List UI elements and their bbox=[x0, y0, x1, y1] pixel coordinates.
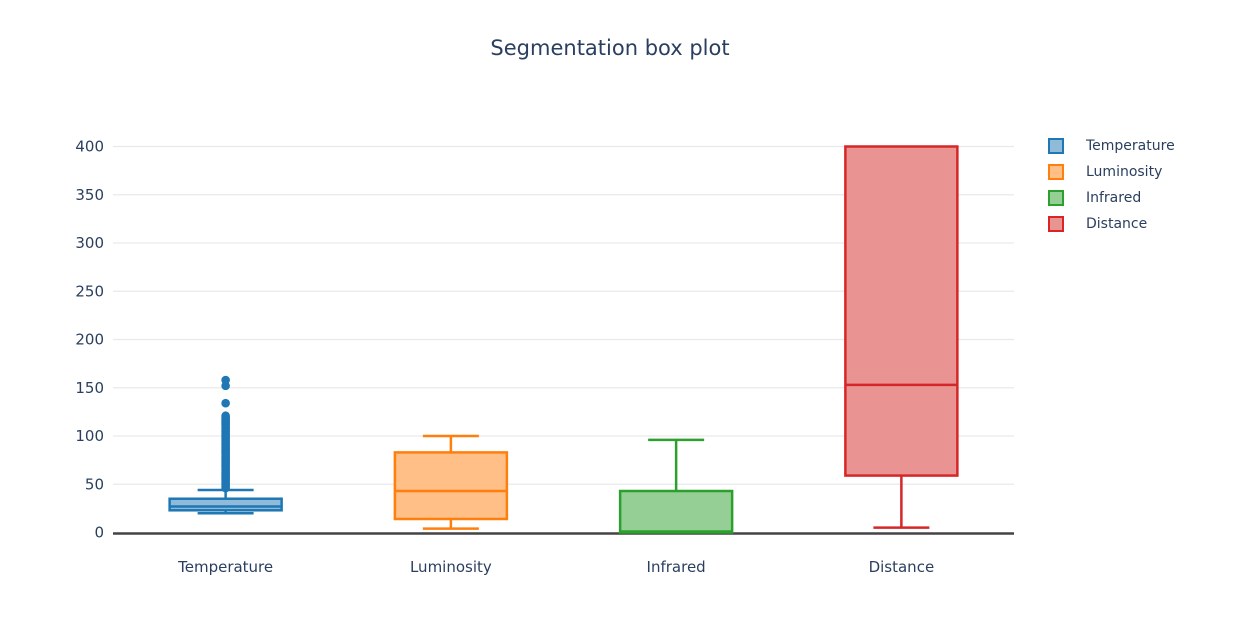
outlier-point[interactable] bbox=[221, 398, 230, 408]
legend-label: Distance bbox=[1086, 216, 1148, 232]
outlier-point[interactable] bbox=[221, 411, 230, 421]
outlier-point[interactable] bbox=[221, 375, 230, 385]
y-tick-label: 100 bbox=[75, 427, 104, 445]
legend-label: Infrared bbox=[1086, 190, 1142, 206]
x-tick-label: Temperature bbox=[177, 558, 273, 576]
y-tick-label: 0 bbox=[94, 524, 104, 542]
y-tick-label: 50 bbox=[85, 475, 104, 493]
legend-swatch-icon bbox=[1048, 190, 1064, 206]
y-tick-label: 400 bbox=[75, 138, 104, 156]
legend-item-temperature[interactable]: Temperature bbox=[1042, 133, 1175, 159]
legend-swatch-icon bbox=[1048, 138, 1064, 154]
legend-item-infrared[interactable]: Infrared bbox=[1042, 185, 1175, 211]
y-tick-label: 350 bbox=[75, 186, 104, 204]
x-tick-label: Infrared bbox=[647, 558, 706, 576]
box-temperature[interactable] bbox=[168, 497, 283, 512]
y-tick-label: 250 bbox=[75, 282, 104, 300]
legend-item-luminosity[interactable]: Luminosity bbox=[1042, 159, 1175, 185]
chart-title: Segmentation box plot bbox=[490, 36, 730, 60]
legend-label: Temperature bbox=[1086, 138, 1175, 154]
legend-swatch-icon bbox=[1048, 216, 1064, 232]
y-tick-label: 200 bbox=[75, 331, 104, 349]
x-tick-label: Distance bbox=[869, 558, 935, 576]
legend-item-distance[interactable]: Distance bbox=[1042, 211, 1175, 237]
legend: Temperature Luminosity Infrared Distance bbox=[1042, 133, 1175, 237]
box-distance[interactable] bbox=[844, 145, 959, 477]
box-infrared[interactable] bbox=[618, 489, 734, 534]
legend-swatch-icon bbox=[1048, 164, 1064, 180]
legend-label: Luminosity bbox=[1086, 164, 1163, 180]
x-tick-label: Luminosity bbox=[410, 558, 492, 576]
y-tick-label: 300 bbox=[75, 234, 104, 252]
y-tick-label: 150 bbox=[75, 379, 104, 397]
box-luminosity[interactable] bbox=[393, 451, 509, 521]
